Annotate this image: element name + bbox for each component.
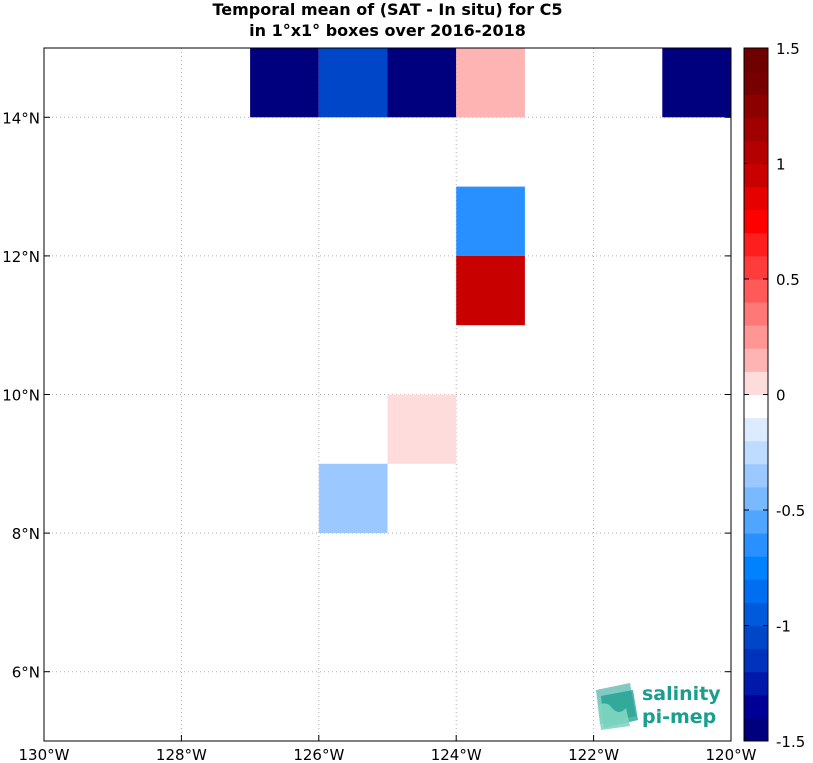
data-box (250, 48, 319, 118)
colorbar: 1.5 1 0.5 0 -0.5 -1 -1.5 (743, 40, 805, 751)
data-box (318, 48, 388, 118)
colorbar-tick-label: 0 (776, 387, 786, 405)
lon-tick-label: 124°W (431, 746, 482, 763)
colorbar-segment (744, 186, 768, 211)
colorbar-tick-label: 1 (776, 156, 786, 174)
colorbar-segment (744, 48, 768, 72)
colorbar-segment (744, 209, 768, 234)
lon-tick-label: 126°W (293, 746, 344, 763)
lon-tick-label: 120°W (706, 746, 757, 763)
data-box (456, 255, 525, 326)
colorbar-segment (744, 579, 768, 603)
lat-tick-label: 14°N (2, 109, 40, 127)
colorbar-tick-label: -1.5 (776, 733, 805, 751)
lat-tick-label: 8°N (12, 525, 40, 543)
logo-icon (596, 683, 638, 730)
colorbar-segment (744, 533, 768, 557)
colorbar-segment (744, 417, 768, 442)
colorbar-segment (744, 325, 768, 349)
colorbar-segment (744, 279, 768, 303)
data-box (318, 463, 388, 534)
colorbar-tick-label: -0.5 (776, 502, 805, 520)
data-boxes (250, 48, 731, 534)
colorbar-segment (744, 648, 768, 673)
colorbar-segment (744, 463, 768, 488)
lat-tick-label: 12°N (2, 248, 40, 266)
colorbar-segment (744, 510, 768, 534)
map-title-line2: in 1°x1° boxes over 2016-2018 (249, 21, 526, 40)
colorbar-tick-label: 1.5 (776, 40, 800, 58)
colorbar-segment (744, 302, 768, 326)
salinity-pi-mep-logo: salinity pi-mep (596, 683, 721, 730)
data-box (387, 394, 457, 464)
lon-tick-label: 122°W (568, 746, 619, 763)
colorbar-segment (744, 671, 768, 696)
longitude-ticks: 130°W 128°W 126°W 124°W 122°W 120°W (19, 735, 757, 763)
colorbar-segment (744, 117, 768, 141)
colorbar-segment (744, 694, 768, 719)
colorbar-segment (744, 348, 768, 372)
data-box (456, 186, 525, 256)
lat-tick-label: 10°N (2, 387, 40, 405)
logo-text-pi-mep: pi-mep (642, 706, 716, 728)
colorbar-segment (744, 371, 768, 395)
colorbar-tick-label: -1 (776, 618, 791, 636)
lon-tick-label: 128°W (156, 746, 207, 763)
colorbar-segment (744, 232, 768, 257)
colorbar-segment (744, 717, 768, 742)
colorbar-segment (744, 94, 768, 118)
colorbar-segment (744, 440, 768, 465)
colorbar-segment (744, 140, 768, 164)
colorbar-segment (744, 255, 768, 280)
colorbar-segment (744, 625, 768, 650)
colorbar-segment (744, 163, 768, 188)
colorbar-segment (744, 394, 768, 419)
colorbar-segment (744, 602, 768, 626)
lon-tick-label: 130°W (19, 746, 70, 763)
lat-tick-label: 6°N (12, 664, 40, 682)
colorbar-segment (744, 71, 768, 95)
logo-text-salinity: salinity (642, 683, 721, 705)
map-title-line1: Temporal mean of (SAT - In situ) for C5 (212, 0, 563, 19)
latitude-ticks: 6°N 8°N 10°N 12°N 14°N (2, 109, 731, 682)
gridlines (43, 48, 732, 741)
colorbar-segment (744, 486, 768, 511)
colorbar-segment (744, 556, 768, 580)
data-box (662, 48, 731, 118)
colorbar-tick-label: 0.5 (776, 271, 800, 289)
data-box (387, 48, 457, 118)
data-box (456, 48, 525, 118)
